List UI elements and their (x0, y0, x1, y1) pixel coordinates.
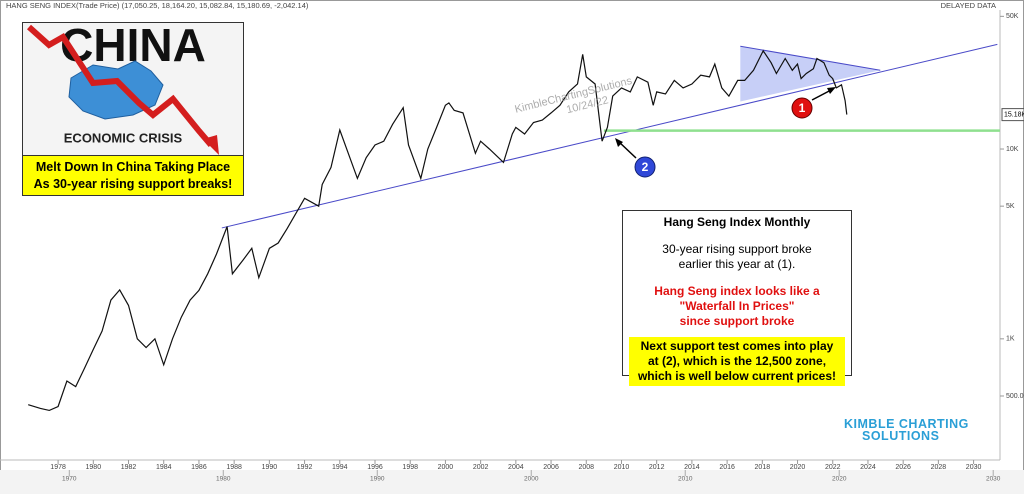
y-tick-label: 10K (1006, 146, 1019, 153)
x-tick-label: 2030 (966, 464, 982, 471)
inset-subtitle: ECONOMIC CRISIS (64, 130, 183, 145)
watermark: KimbleChartingSolutions 10/24/22 (514, 75, 634, 116)
logo-line: SOLUTIONS (862, 429, 940, 443)
marker-1 (791, 97, 813, 119)
overview-tick-label: 1970 (62, 476, 77, 483)
note-highlight-line: Next support test comes into play (640, 339, 834, 353)
inset-art: CHINA ECONOMIC CRISIS (26, 23, 219, 155)
x-tick-label: 1986 (191, 464, 207, 471)
marker-label: 1 (799, 101, 806, 115)
status: DELAYED DATA (941, 1, 996, 10)
caption-line: As 30-year rising support breaks! (33, 177, 233, 191)
x-tick-label: 2012 (649, 464, 665, 471)
falling-arrow (26, 24, 214, 147)
x-tick-label: 2014 (684, 464, 700, 471)
x-tick-label: 1992 (297, 464, 313, 471)
note-highlight: Next support test comes into play at (2)… (629, 337, 845, 386)
x-tick-label: 2026 (895, 464, 911, 471)
overview-tick-label: 2030 (986, 476, 1001, 483)
x-tick-label: 2002 (473, 464, 489, 471)
logo: KIMBLE CHARTING SOLUTIONS (824, 418, 972, 446)
y-tick-label: 5K (1006, 203, 1015, 210)
note-red-line: "Waterfall In Prices" (679, 299, 795, 313)
marker-label: 2 (642, 160, 649, 174)
note-title: Hang Seng Index Monthly (663, 215, 811, 229)
trend-line (740, 45, 881, 71)
x-tick-label: 2006 (543, 464, 559, 471)
overview-tick-label: 2000 (524, 476, 539, 483)
x-tick-label: 2024 (860, 464, 876, 471)
note-red-line: since support broke (679, 314, 795, 328)
falling-arrow-head (203, 135, 219, 155)
x-tick-label: 2010 (614, 464, 630, 471)
overview-band (0, 470, 1024, 494)
x-tick-label: 2004 (508, 464, 524, 471)
marker-2 (634, 156, 656, 178)
note-highlight-line: which is well below current prices! (637, 369, 837, 383)
x-tick-label: 1988 (226, 464, 242, 471)
note-box: Hang Seng Index Monthly 30-year rising s… (622, 210, 852, 386)
last-price-tag (1001, 108, 1024, 122)
inset-image: CHINA ECONOMIC CRISIS Melt Down In China… (22, 22, 244, 196)
note-highlight-line: at (2), which is the 12,500 zone, (647, 354, 827, 368)
x-tick-label: 1990 (262, 464, 278, 471)
arrow-head (615, 138, 623, 147)
inset-caption: Melt Down In China Taking Place As 30-ye… (23, 155, 243, 195)
x-tick-label: 1994 (332, 464, 348, 471)
arrow-head (827, 87, 836, 94)
x-tick-label: 1984 (156, 464, 172, 471)
overview-tick-label: 2020 (832, 476, 847, 483)
price-line (28, 49, 848, 412)
x-tick-label: 1996 (367, 464, 383, 471)
overview-tick-label: 1980 (216, 476, 231, 483)
note-red-line: Hang Seng index looks like a (654, 284, 820, 298)
x-tick-label: 1982 (121, 464, 137, 471)
x-tick-label: 2000 (438, 464, 454, 471)
overview-tick-label: 1990 (370, 476, 385, 483)
x-tick-label: 2008 (578, 464, 594, 471)
y-tick-label: 500.00 (1006, 393, 1024, 400)
y-tick-label: 1K (1006, 336, 1015, 343)
x-tick-label: 2020 (790, 464, 806, 471)
x-tick-label: 2016 (719, 464, 735, 471)
x-tick-label: 2018 (755, 464, 771, 471)
chart-title: HANG SENG INDEX(Trade Price) (17,050.25,… (6, 1, 309, 10)
caption-line: Melt Down In China Taking Place (35, 160, 231, 174)
x-tick-label: 1980 (86, 464, 102, 471)
note-line: earlier this year at (1). (678, 257, 796, 271)
logo-line: KIMBLE CHARTING (844, 417, 969, 431)
x-tick-label: 1978 (50, 464, 66, 471)
last-price-label: 15.18K (1004, 111, 1024, 118)
x-tick-label: 1998 (402, 464, 418, 471)
triangle-zone (740, 46, 881, 102)
overview-tick-label: 2010 (678, 476, 693, 483)
x-tick-label: 2028 (931, 464, 947, 471)
x-tick-label: 2022 (825, 464, 841, 471)
trend-line (221, 43, 998, 229)
y-tick-label: 50K (1006, 13, 1019, 20)
note-line: 30-year rising support broke (662, 242, 812, 256)
